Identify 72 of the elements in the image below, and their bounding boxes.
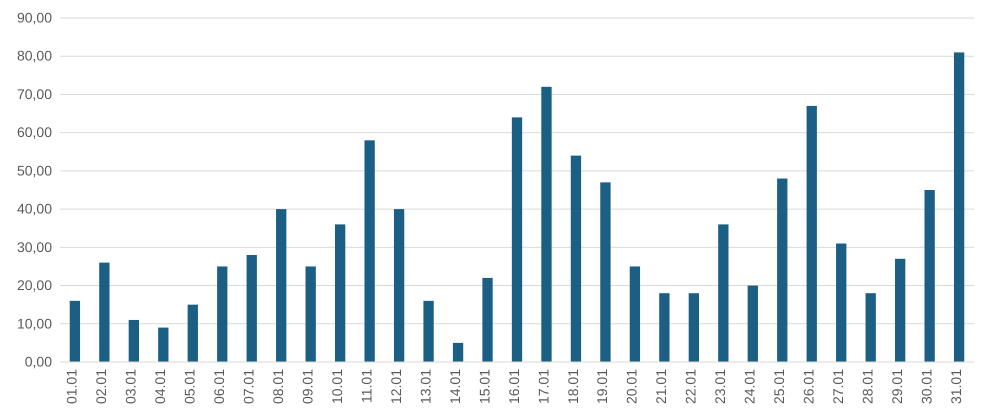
bar — [806, 106, 817, 362]
bar — [246, 254, 257, 362]
x-tick-label: 12.01 — [388, 368, 404, 404]
x-tick-label: 17.01 — [535, 368, 552, 404]
x-tick-label: 07.01 — [240, 368, 257, 404]
x-tick-label: 01.01 — [64, 368, 80, 404]
x-tick-label: 24.01 — [742, 368, 758, 404]
x-tick-label: 31.01 — [948, 368, 964, 404]
x-tick-label: 20.01 — [624, 368, 640, 404]
bar — [99, 262, 110, 362]
x-tick-label: 27.01 — [830, 368, 846, 404]
bar — [512, 117, 522, 362]
y-tick-label: 40,00 — [16, 200, 52, 217]
bar — [866, 293, 876, 362]
x-tick-label: 25.01 — [771, 368, 788, 404]
bar — [954, 52, 964, 362]
x-tick-label: 04.01 — [152, 368, 168, 404]
bar — [836, 244, 846, 362]
bar — [748, 286, 758, 362]
x-tick-label: 26.01 — [800, 368, 817, 404]
y-tick-label: 80,00 — [16, 48, 52, 64]
x-tick-label: 30.01 — [918, 368, 934, 404]
x-tick-label: 11.01 — [358, 368, 374, 403]
x-tick-label: 28.01 — [859, 368, 876, 404]
bar — [217, 266, 228, 362]
bar — [394, 209, 404, 362]
bar — [541, 86, 552, 362]
y-tick-label: 20,00 — [16, 277, 52, 294]
bar — [70, 300, 80, 362]
x-tick-label: 23.01 — [712, 368, 728, 404]
bar — [600, 182, 611, 362]
x-tick-label: 18.01 — [564, 368, 581, 404]
y-tick-label: 90,00 — [16, 9, 52, 26]
bar — [659, 293, 670, 362]
y-tick-label: 0,00 — [24, 353, 52, 370]
x-tick-label: 09.01 — [299, 368, 316, 404]
bar — [895, 258, 906, 362]
bar — [364, 140, 375, 362]
x-tick-label: 14.01 — [446, 368, 463, 404]
y-tick-label: 60,00 — [16, 124, 52, 140]
x-tick-label: 05.01 — [182, 368, 198, 404]
bar — [306, 266, 316, 362]
bar — [188, 304, 198, 362]
x-tick-label: 02.01 — [93, 368, 110, 404]
x-tick-label: 06.01 — [211, 368, 228, 404]
x-tick-label: 03.01 — [122, 368, 139, 404]
x-tick-label: 10.01 — [328, 368, 345, 404]
bar — [688, 293, 700, 362]
bar — [276, 209, 286, 362]
x-tick-label: 15.01 — [476, 368, 492, 404]
y-tick-label: 30,00 — [16, 238, 52, 255]
bar — [482, 278, 493, 362]
x-tick-label: 19.01 — [594, 368, 610, 404]
x-tick-label: 22.01 — [682, 368, 699, 404]
y-tick-label: 10,00 — [16, 315, 52, 332]
bar — [334, 224, 346, 362]
bar — [630, 266, 640, 362]
x-tick-label: 13.01 — [417, 368, 434, 404]
bar — [570, 156, 582, 362]
x-tick-label: 21.01 — [653, 368, 670, 404]
bar — [777, 178, 788, 362]
x-tick-label: 16.01 — [506, 368, 522, 404]
bar — [718, 224, 728, 362]
x-tick-label: 08.01 — [270, 368, 286, 404]
bar — [128, 320, 139, 362]
y-tick-label: 50,00 — [16, 162, 52, 178]
bar — [423, 300, 434, 362]
bar — [452, 342, 464, 362]
bar — [924, 190, 935, 362]
bar — [158, 328, 168, 362]
x-tick-label: 29.01 — [888, 368, 905, 404]
y-tick-label: 70,00 — [16, 86, 52, 102]
